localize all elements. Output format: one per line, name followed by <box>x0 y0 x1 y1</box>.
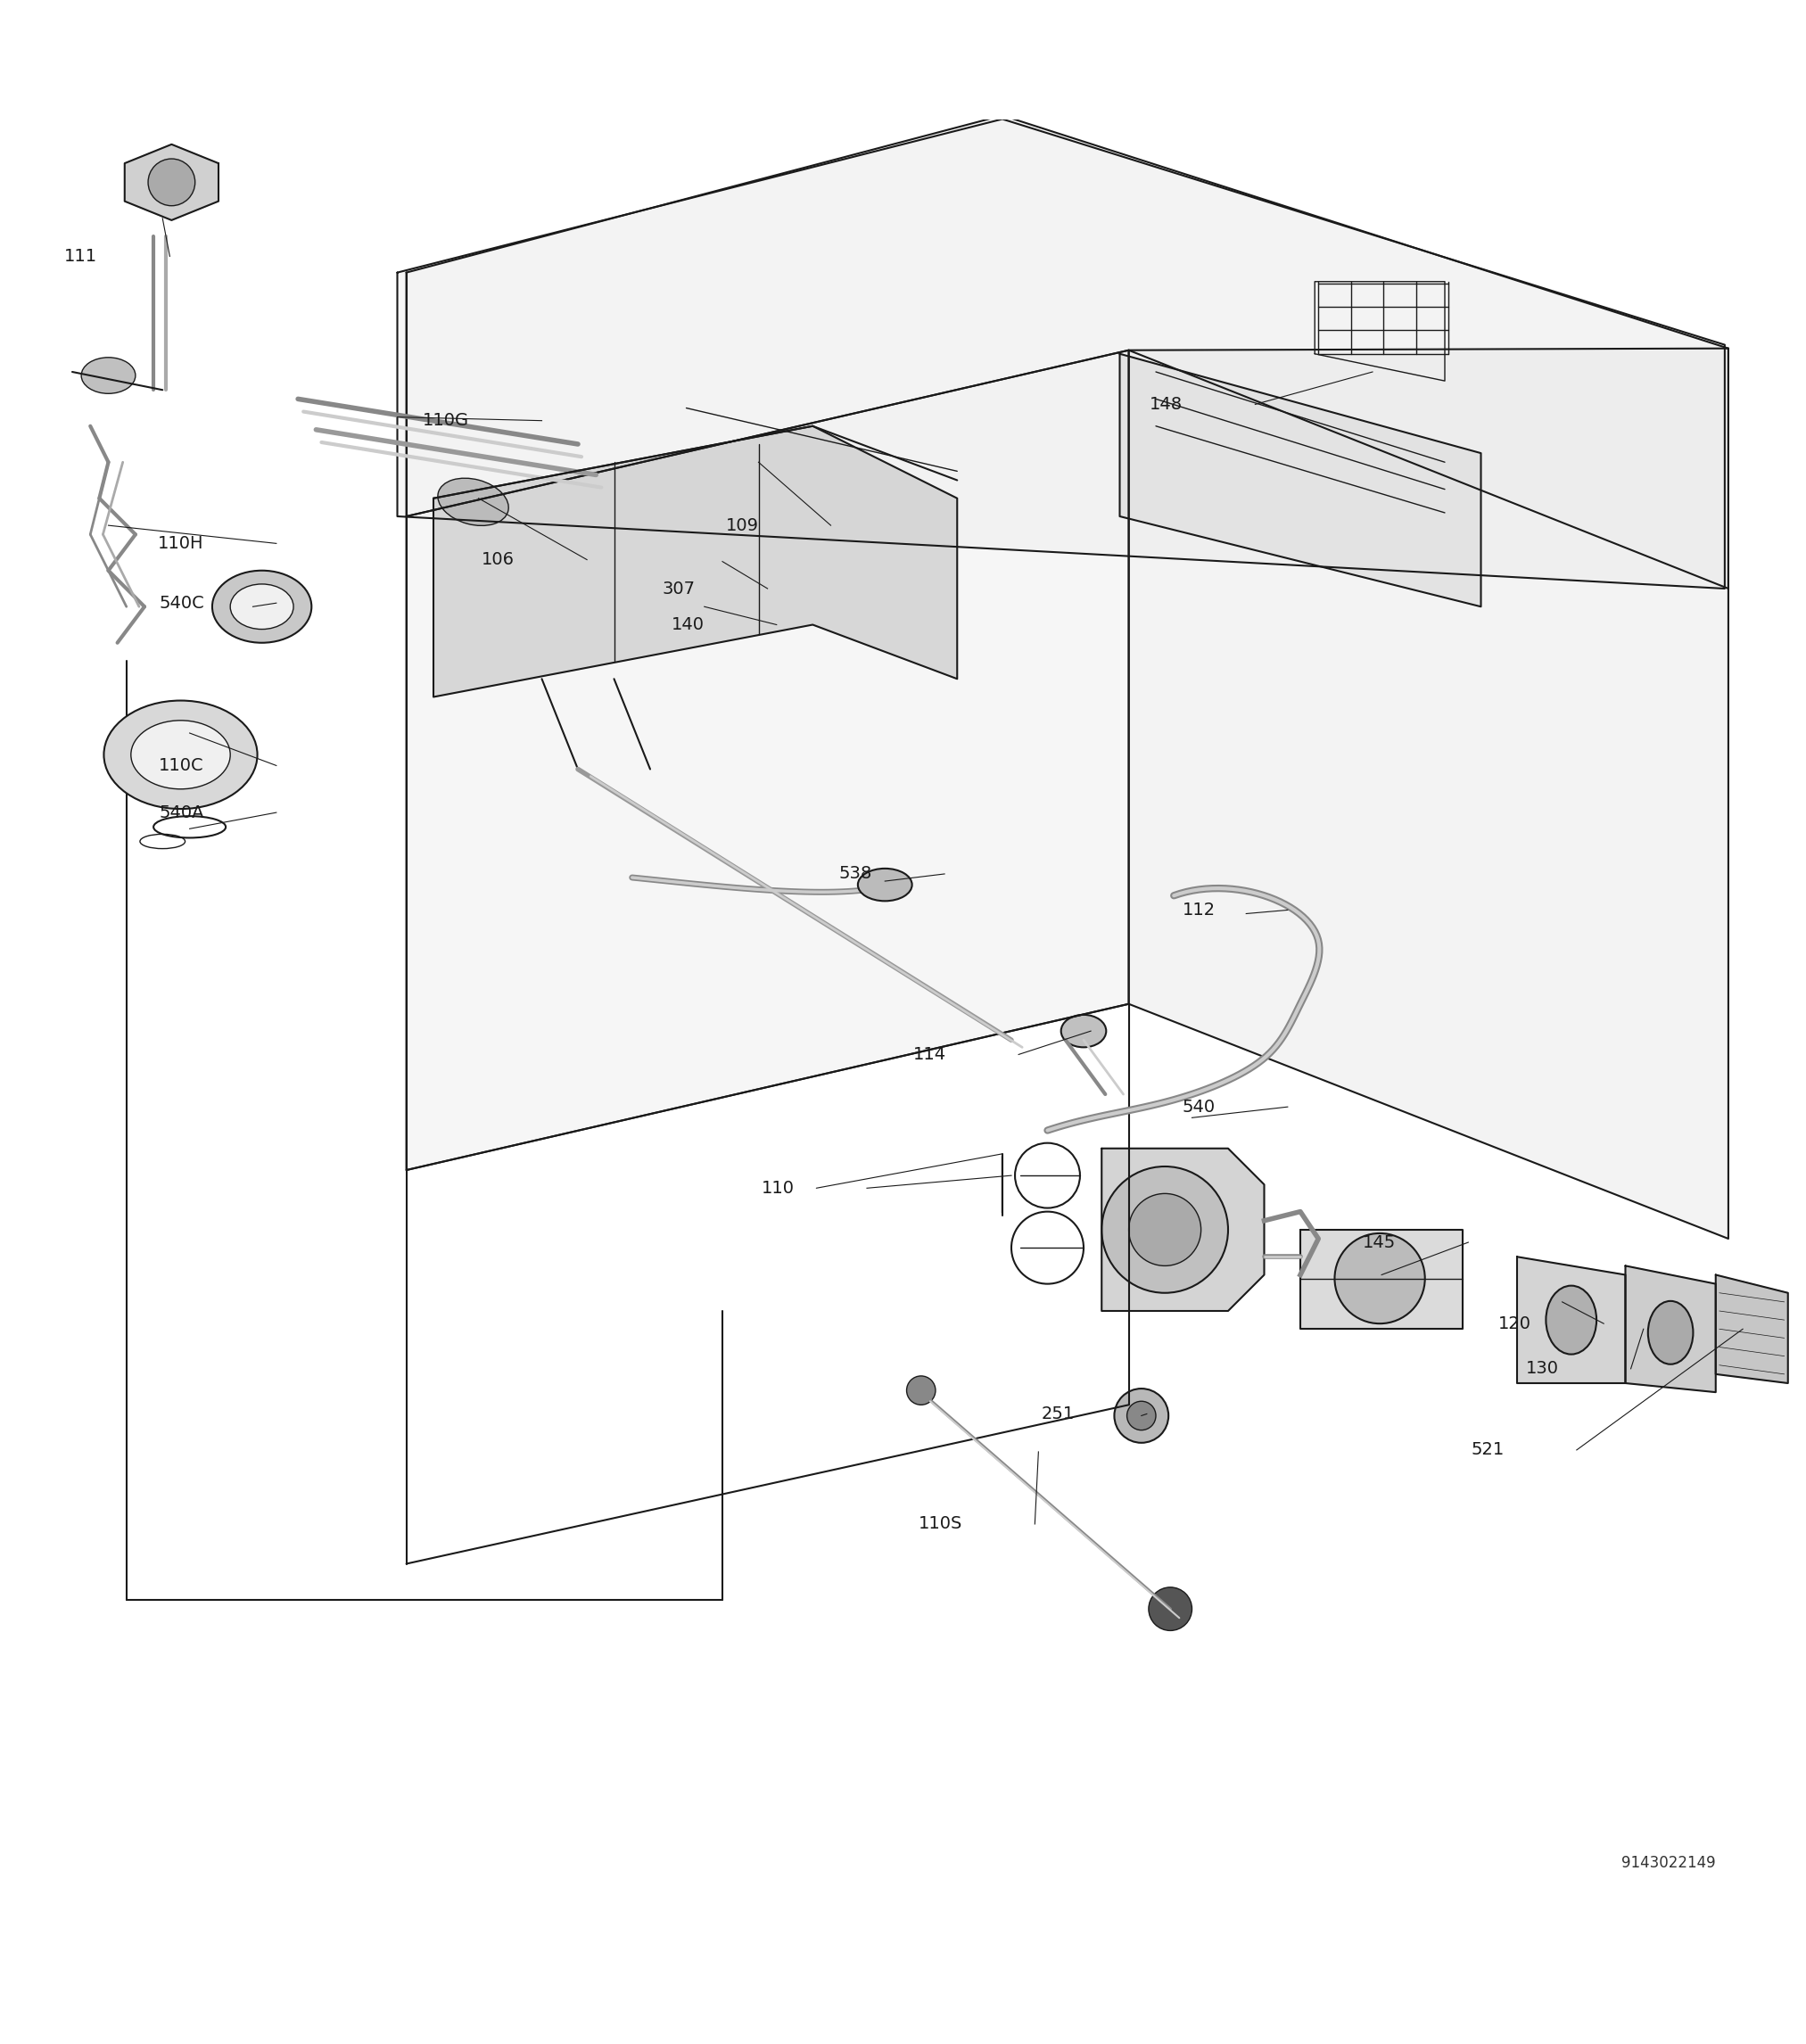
Text: 110H: 110H <box>159 536 204 552</box>
Text: 9143022149: 9143022149 <box>1622 1854 1716 1870</box>
Text: 540: 540 <box>1183 1098 1215 1116</box>
Text: 109: 109 <box>726 517 759 533</box>
Circle shape <box>148 159 195 206</box>
Circle shape <box>1335 1233 1425 1325</box>
Text: 111: 111 <box>65 247 98 266</box>
Text: 112: 112 <box>1183 901 1215 918</box>
Ellipse shape <box>858 869 912 901</box>
Polygon shape <box>406 350 1129 1169</box>
Text: 110G: 110G <box>423 413 470 429</box>
Polygon shape <box>1120 354 1481 607</box>
Ellipse shape <box>81 358 135 394</box>
Polygon shape <box>1129 347 1728 1239</box>
Ellipse shape <box>213 570 312 642</box>
Text: 106: 106 <box>482 552 515 568</box>
Circle shape <box>1114 1388 1168 1443</box>
Polygon shape <box>433 425 957 697</box>
Polygon shape <box>1300 1230 1463 1329</box>
Text: 114: 114 <box>914 1047 946 1063</box>
Polygon shape <box>406 114 1728 589</box>
Ellipse shape <box>130 719 231 789</box>
Polygon shape <box>397 119 1725 589</box>
Ellipse shape <box>437 478 509 525</box>
Text: 148: 148 <box>1150 397 1183 413</box>
Ellipse shape <box>105 701 258 809</box>
Circle shape <box>1149 1588 1192 1631</box>
Text: 140: 140 <box>672 615 704 634</box>
Polygon shape <box>1102 1149 1264 1310</box>
Text: 540A: 540A <box>159 803 204 822</box>
Polygon shape <box>1517 1257 1625 1384</box>
Text: 307: 307 <box>663 580 695 597</box>
Text: 145: 145 <box>1364 1235 1396 1251</box>
Text: 110C: 110C <box>159 756 204 775</box>
Ellipse shape <box>1546 1286 1597 1355</box>
Text: 110S: 110S <box>919 1515 963 1533</box>
Circle shape <box>907 1376 936 1404</box>
Polygon shape <box>1625 1265 1716 1392</box>
Text: 540C: 540C <box>159 595 204 611</box>
Ellipse shape <box>1062 1014 1105 1047</box>
Text: 538: 538 <box>840 865 872 883</box>
Polygon shape <box>1716 1275 1788 1384</box>
Circle shape <box>1102 1167 1228 1294</box>
Text: 110: 110 <box>762 1179 795 1196</box>
Circle shape <box>1129 1194 1201 1265</box>
Text: 120: 120 <box>1499 1314 1531 1333</box>
Text: 130: 130 <box>1526 1359 1559 1378</box>
Circle shape <box>1127 1402 1156 1431</box>
Ellipse shape <box>231 585 293 630</box>
Ellipse shape <box>1647 1302 1694 1363</box>
Polygon shape <box>125 145 219 221</box>
Text: 521: 521 <box>1472 1441 1504 1459</box>
Text: 251: 251 <box>1042 1406 1075 1423</box>
